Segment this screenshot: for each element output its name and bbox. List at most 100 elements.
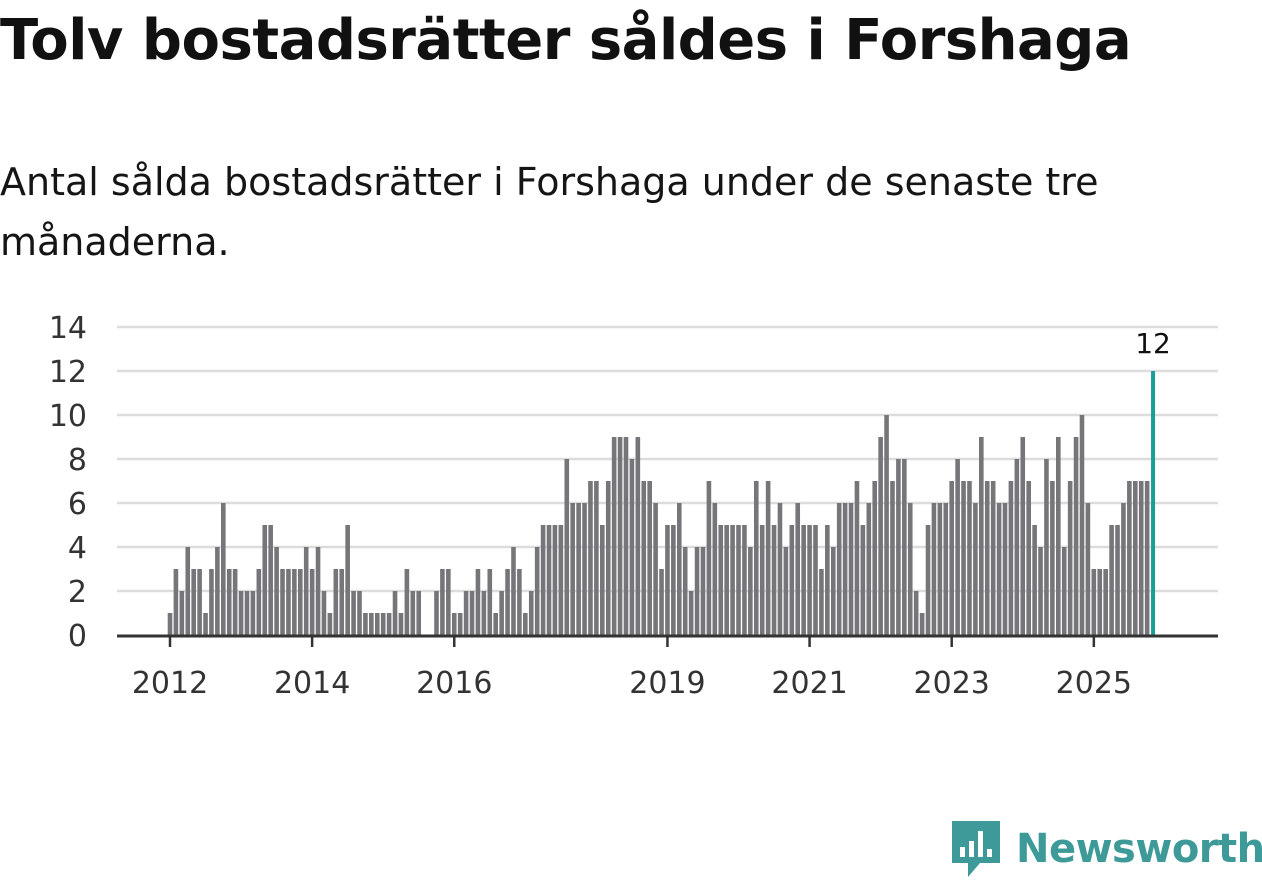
bar <box>588 481 593 635</box>
bar <box>825 525 830 635</box>
bar <box>244 591 250 635</box>
bar <box>771 525 777 635</box>
bar <box>753 481 759 635</box>
bar <box>848 503 854 635</box>
bar <box>487 569 493 635</box>
bar <box>339 569 345 635</box>
bar <box>167 613 173 635</box>
bar <box>1061 547 1067 635</box>
bar <box>440 569 445 635</box>
bar <box>949 481 955 635</box>
bar <box>345 525 350 635</box>
bar <box>967 481 972 635</box>
bar <box>1067 481 1073 635</box>
bar <box>1038 547 1043 635</box>
bar <box>451 613 457 635</box>
bar <box>807 525 812 635</box>
bar <box>665 525 670 635</box>
bar <box>203 613 208 635</box>
bar <box>434 591 439 635</box>
x-tick-label: 2023 <box>914 666 990 701</box>
bar <box>700 547 706 635</box>
x-tick-label: 2019 <box>629 666 705 701</box>
bar <box>866 503 872 635</box>
bar <box>742 525 747 635</box>
bar <box>913 591 919 635</box>
bar <box>238 591 244 635</box>
bar <box>748 547 753 635</box>
bar <box>813 525 818 635</box>
bar <box>1144 481 1150 635</box>
y-tick-label: 4 <box>68 531 87 566</box>
bar <box>907 503 913 635</box>
bar <box>327 613 333 635</box>
bar <box>191 569 196 635</box>
bar <box>1044 459 1049 635</box>
bar <box>250 591 256 635</box>
bar <box>374 613 380 635</box>
bar <box>872 481 878 635</box>
bar <box>819 569 824 635</box>
bar <box>481 591 487 635</box>
bar <box>410 591 416 635</box>
bar <box>724 525 729 635</box>
bar <box>546 525 552 635</box>
x-tick-label: 2016 <box>416 666 492 701</box>
bar <box>392 591 398 635</box>
bar <box>1138 481 1144 635</box>
chart-title: Tolv bostadsrätter såldes i Forshaga <box>0 8 1132 73</box>
bar <box>765 481 771 635</box>
bar <box>902 459 907 635</box>
bar <box>380 613 386 635</box>
bar <box>635 437 641 635</box>
bar <box>523 613 528 635</box>
y-tick-label: 14 <box>49 311 87 346</box>
bar <box>836 503 842 635</box>
bar <box>925 525 931 635</box>
bar <box>955 459 960 635</box>
bar <box>309 569 315 635</box>
x-tick-label: 2012 <box>132 666 208 701</box>
bar <box>830 547 836 635</box>
bar <box>694 547 700 635</box>
bar <box>682 547 688 635</box>
y-tick-label: 10 <box>49 399 87 434</box>
bar <box>321 591 327 635</box>
bar <box>943 503 949 635</box>
bar <box>617 437 623 635</box>
bar <box>961 481 966 635</box>
bar <box>647 481 652 635</box>
bar <box>884 415 889 635</box>
chart-subtitle: Antal sålda bostadsrätter i Forshaga und… <box>0 160 1099 264</box>
bar <box>286 569 291 635</box>
bar <box>1020 437 1026 635</box>
bars <box>167 371 1156 635</box>
bar <box>268 525 273 635</box>
y-tick-label: 6 <box>68 487 87 522</box>
bar <box>973 503 978 635</box>
bar <box>173 569 179 635</box>
bar <box>671 525 676 635</box>
bar <box>226 569 232 635</box>
bar <box>979 437 984 635</box>
bar <box>1050 481 1055 635</box>
bar <box>582 503 587 635</box>
bar <box>505 569 510 635</box>
x-tick-label: 2021 <box>771 666 847 701</box>
bar <box>990 481 996 635</box>
bar <box>1091 569 1097 635</box>
bar <box>1026 481 1031 635</box>
bar <box>351 591 356 635</box>
bar <box>611 437 617 635</box>
bar <box>369 613 374 635</box>
x-axis: 2012 2014 2016 2019 2021 2023 2025 <box>132 637 1132 701</box>
bar <box>499 591 504 635</box>
bar <box>493 613 499 635</box>
bar <box>629 459 635 635</box>
bar <box>984 481 990 635</box>
bar <box>1002 503 1008 635</box>
bar <box>185 547 191 635</box>
grid-lines <box>117 325 1218 593</box>
x-tick-label: 2014 <box>274 666 350 701</box>
bar <box>363 613 368 635</box>
